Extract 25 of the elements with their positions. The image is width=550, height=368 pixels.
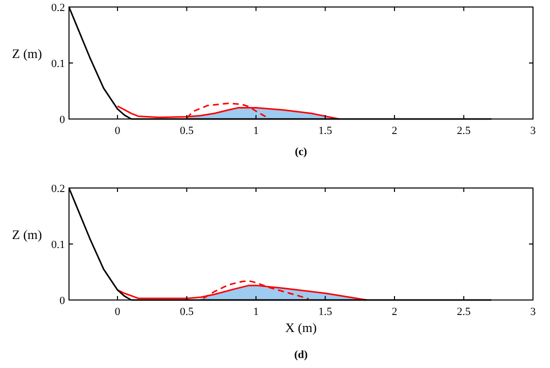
y-tick-label: 0	[60, 114, 66, 126]
x-tick-label: 0.5	[180, 306, 194, 318]
x-tick-label: 2	[392, 306, 398, 318]
y-tick-label: 0.1	[51, 58, 65, 70]
text: (d)	[294, 349, 308, 361]
x-axis-title: X (m)	[285, 320, 317, 335]
text: (c)	[294, 146, 308, 158]
x-tick-label: 1	[253, 306, 259, 318]
x-tick-label: 2.5	[456, 306, 472, 318]
x-tick-label: 0	[114, 125, 121, 137]
y-tick-label: 0.1	[51, 239, 65, 251]
y-tick-label: 0.2	[51, 2, 65, 14]
x-tick-label: 2.5	[456, 125, 472, 137]
y-axis-title: Z (m)	[12, 227, 42, 242]
y-tick-label: 0	[60, 295, 66, 307]
x-tick-label: 1.5	[318, 306, 333, 318]
x-tick-label: 0	[114, 306, 121, 318]
x-tick-label: 1	[253, 125, 259, 137]
x-tick-label: 2	[392, 125, 398, 137]
y-axis-title: Z (m)	[12, 46, 42, 61]
x-tick-label: 3	[530, 125, 536, 137]
x-tick-label: 3	[530, 306, 536, 318]
x-tick-label: 0.5	[180, 125, 194, 137]
x-tick-label: 1.5	[318, 125, 333, 137]
y-tick-label: 0.2	[51, 183, 65, 195]
